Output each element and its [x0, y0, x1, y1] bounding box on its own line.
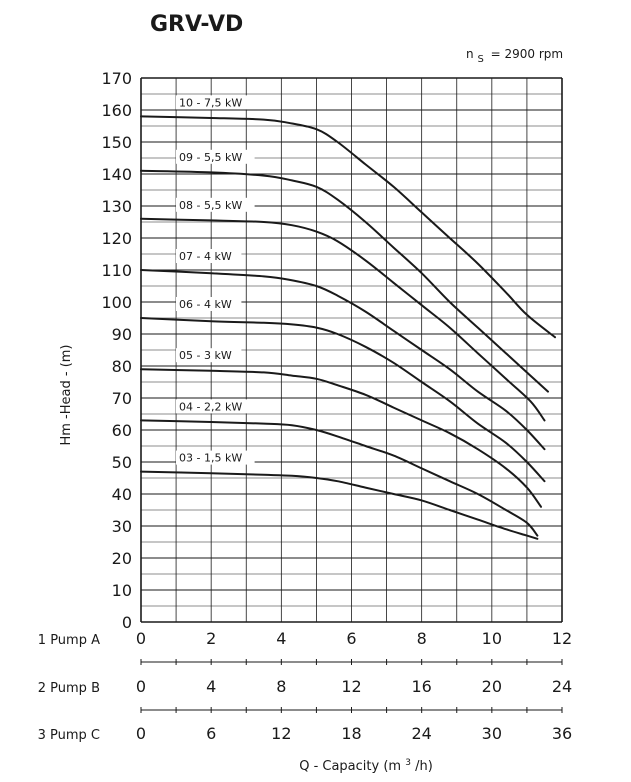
curve-labels: 10 - 7,5 kW 09 - 5,5 kW 08 - 5,5 kW 07 - 4 …: [176, 95, 255, 465]
x-tick-label: 4: [276, 629, 286, 648]
chart-title: GRV-VD: [150, 12, 243, 37]
x-tick-label: 36: [552, 724, 572, 743]
y-tick-label: 150: [101, 133, 132, 152]
y-tick-label: 140: [101, 165, 132, 184]
y-tick-label: 20: [112, 549, 132, 568]
curve-label-bg: [176, 297, 242, 311]
x-axis-label: Q - Capacity (m 3 /h): [299, 754, 433, 774]
x-tick-label: 2: [206, 629, 216, 648]
y-tick-label: 70: [112, 389, 132, 408]
x-tick-label: 12: [341, 677, 361, 696]
curve-label: 03 - 1,5 kW: [179, 452, 242, 465]
curve-label-bg: [176, 249, 242, 263]
y-tick-label: 10: [112, 581, 132, 600]
x-tick-label: 0: [136, 629, 146, 648]
curve-label-bg: [176, 197, 255, 212]
x-axis-row-name: 3 Pump C: [38, 728, 100, 743]
x-tick-label: 8: [417, 629, 427, 648]
curve-label-bg: [176, 348, 242, 363]
y-tick-label: 80: [112, 357, 132, 376]
x-tick-label: 18: [341, 724, 361, 743]
x-axis-row-name: 1 Pump A: [38, 633, 100, 648]
x-tick-label: 8: [276, 677, 286, 696]
x-tick-label: 4: [206, 677, 216, 696]
x-tick-label: 24: [552, 677, 572, 696]
y-tick-label: 40: [112, 485, 132, 504]
pump-curve-line: [140, 217, 546, 422]
x-tick-label: 30: [482, 724, 502, 743]
plot-grid: [140, 77, 563, 623]
y-tick-label: 90: [112, 325, 132, 344]
curve-label: 06 - 4 kW: [179, 298, 232, 311]
x-tick-label: 0: [136, 724, 146, 743]
speed-note-symbol: n: [466, 47, 474, 61]
x-tick-label: 0: [136, 677, 146, 696]
pump-curve-line: [140, 419, 539, 537]
curve-label-bg: [176, 450, 255, 465]
y-tick-label: 60: [112, 421, 132, 440]
y-tick-label: 110: [101, 261, 132, 280]
pump-curve-line: [140, 470, 539, 540]
y-tick-label: 120: [101, 229, 132, 248]
x-tick-label: 16: [411, 677, 431, 696]
y-tick-label: 100: [101, 293, 132, 312]
x-tick-label: 20: [482, 677, 502, 696]
curve-label: 10 - 7,5 kW: [179, 96, 242, 109]
speed-note-subscript: S: [477, 54, 483, 65]
x-tick-label: 10: [482, 629, 502, 648]
curve-label: 08 - 5,5 kW: [179, 199, 242, 212]
x-axis-label-tail: /h): [415, 759, 433, 774]
x-axis-row-name: 2 Pump B: [38, 681, 100, 696]
speed-note-text: = 2900 rpm: [491, 47, 563, 61]
curve-label: 09 - 5,5 kW: [179, 151, 242, 164]
pump-curve-line: [140, 169, 549, 393]
y-tick-label: 30: [112, 517, 132, 536]
curve-label-bg: [176, 95, 255, 110]
curve-label: 07 - 4 kW: [179, 250, 232, 263]
x-axes: 1 Pump A 0 2 4 6 8 10 122 Pump B 0 4 8 12 16 20 243 Pu…: [38, 629, 573, 743]
x-tick-label: 24: [411, 724, 431, 743]
y-tick-label: 130: [101, 197, 132, 216]
y-tick-label: 0: [122, 613, 132, 632]
curve-label: 04 - 2,2 kW: [179, 400, 242, 413]
y-tick-label: 50: [112, 453, 132, 472]
speed-note: n S = 2900 rpm: [466, 47, 563, 65]
pump-curve-line: [140, 368, 542, 508]
y-axis-ticks: 0 10 20 30 40 50 60 70 80 90 100 110 120 130 140 150 160…: [101, 69, 132, 632]
x-tick-label: 12: [271, 724, 291, 743]
y-axis-label: Hm -Head - (m): [59, 344, 74, 445]
curve-label-bg: [176, 149, 255, 164]
plot-curves: [140, 115, 556, 540]
curve-label-bg: [176, 399, 255, 414]
y-tick-label: 160: [101, 101, 132, 120]
x-axis-label-sup: 3: [405, 758, 411, 768]
pump-curve-line: [140, 115, 556, 339]
pump-curve-line: [140, 317, 546, 483]
x-axis-label-main: Q - Capacity (m: [299, 759, 401, 774]
y-tick-label: 170: [101, 69, 132, 88]
svg-text:n S = 2900 rpm: n S = 2900 rpm: [466, 47, 563, 65]
x-tick-label: 6: [346, 629, 356, 648]
x-tick-label: 6: [206, 724, 216, 743]
pump-curve-line: [140, 269, 546, 451]
x-tick-label: 12: [552, 629, 572, 648]
curve-label: 05 - 3 kW: [179, 349, 232, 362]
